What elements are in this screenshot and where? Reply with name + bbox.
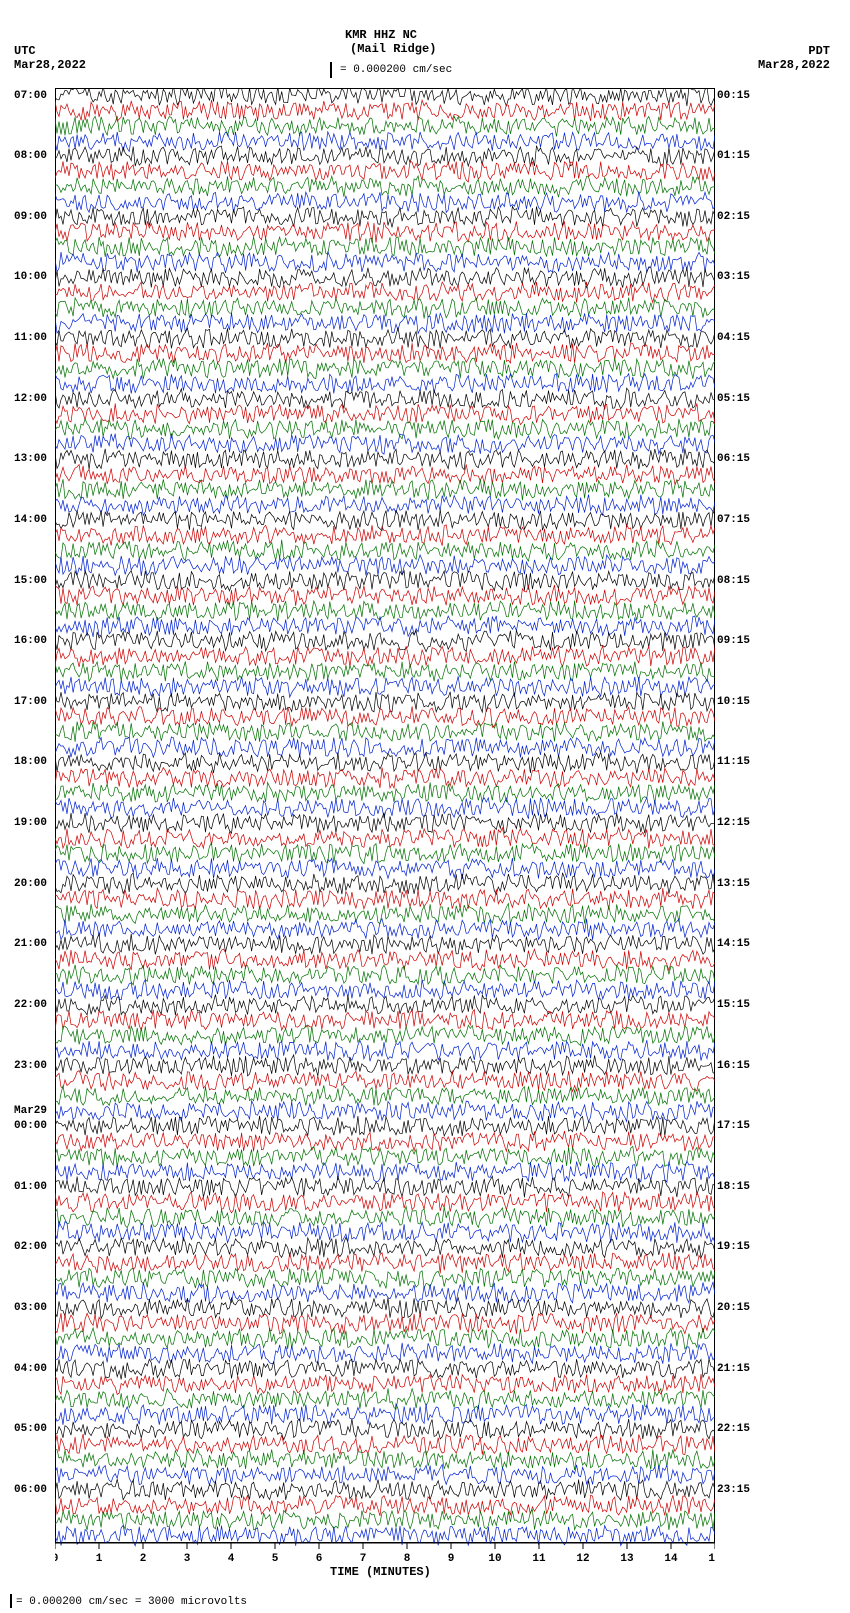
footer-scale-note: = 0.000200 cm/sec = 3000 microvolts — [6, 1594, 247, 1608]
utc-hour-label: 16:00 — [14, 635, 53, 647]
utc-hour-label: 07:00 — [14, 90, 53, 102]
helicorder-plot: 0123456789101112131415 — [55, 88, 715, 1583]
pdt-hour-label: 10:15 — [717, 696, 750, 708]
utc-hour-label: 22:00 — [14, 999, 53, 1011]
pdt-hour-label: 12:15 — [717, 817, 750, 829]
pdt-hour-label: 09:15 — [717, 635, 750, 647]
svg-text:10: 10 — [488, 1553, 501, 1565]
utc-hour-label: 05:00 — [14, 1423, 53, 1435]
svg-text:15: 15 — [708, 1553, 715, 1565]
pdt-hour-label: 13:15 — [717, 878, 750, 890]
svg-text:14: 14 — [664, 1553, 678, 1565]
pdt-hour-label: 17:15 — [717, 1120, 750, 1132]
svg-text:6: 6 — [316, 1553, 323, 1565]
pdt-hour-label: 20:15 — [717, 1302, 750, 1314]
svg-text:9: 9 — [448, 1553, 455, 1565]
utc-hour-label: 21:00 — [14, 938, 53, 950]
utc-hour-label: 14:00 — [14, 514, 53, 526]
utc-hour-label: 03:00 — [14, 1302, 53, 1314]
utc-hour-label: 10:00 — [14, 271, 53, 283]
pdt-hour-label: 05:15 — [717, 393, 750, 405]
pdt-hour-label: 22:15 — [717, 1423, 750, 1435]
left-timezone: UTC — [14, 44, 36, 58]
svg-text:11: 11 — [532, 1553, 546, 1565]
pdt-hour-label: 11:15 — [717, 756, 750, 768]
svg-text:8: 8 — [404, 1553, 411, 1565]
utc-hour-label: 04:00 — [14, 1363, 53, 1375]
svg-text:12: 12 — [576, 1553, 589, 1565]
utc-hour-label: 15:00 — [14, 575, 53, 587]
utc-hour-label: 17:00 — [14, 696, 53, 708]
utc-hour-label: Mar29 — [14, 1105, 53, 1117]
utc-hour-label: 13:00 — [14, 453, 53, 465]
pdt-hour-label: 15:15 — [717, 999, 750, 1011]
utc-hour-label: 12:00 — [14, 393, 53, 405]
utc-hour-label: 09:00 — [14, 211, 53, 223]
utc-hour-label: 11:00 — [14, 332, 53, 344]
pdt-hour-label: 18:15 — [717, 1181, 750, 1193]
pdt-hour-label: 14:15 — [717, 938, 750, 950]
pdt-hour-label: 00:15 — [717, 90, 750, 102]
svg-text:4: 4 — [228, 1553, 235, 1565]
scale-bar-icon — [330, 62, 332, 78]
right-date: Mar28,2022 — [758, 58, 830, 72]
station-location: (Mail Ridge) — [350, 42, 436, 56]
right-timezone: PDT — [808, 44, 830, 58]
station-code: KMR HHZ NC — [345, 28, 417, 42]
scale-text: = 0.000200 cm/sec — [340, 64, 452, 76]
utc-hour-label: 01:00 — [14, 1181, 53, 1193]
pdt-hour-label: 03:15 — [717, 271, 750, 283]
svg-text:2: 2 — [140, 1553, 147, 1565]
pdt-hour-label: 23:15 — [717, 1484, 750, 1496]
utc-hour-label: 00:00 — [14, 1120, 53, 1132]
pdt-hour-label: 21:15 — [717, 1363, 750, 1375]
svg-text:5: 5 — [272, 1553, 279, 1565]
pdt-hour-label: 08:15 — [717, 575, 750, 587]
utc-hour-label: 06:00 — [14, 1484, 53, 1496]
utc-hour-label: 19:00 — [14, 817, 53, 829]
pdt-hour-label: 06:15 — [717, 453, 750, 465]
pdt-hour-label: 01:15 — [717, 150, 750, 162]
pdt-hour-label: 19:15 — [717, 1241, 750, 1253]
utc-hour-label: 08:00 — [14, 150, 53, 162]
pdt-hour-label: 04:15 — [717, 332, 750, 344]
pdt-hour-label: 02:15 — [717, 211, 750, 223]
utc-hour-label: 02:00 — [14, 1241, 53, 1253]
utc-hour-label: 20:00 — [14, 878, 53, 890]
svg-text:0: 0 — [55, 1553, 58, 1565]
svg-text:1: 1 — [96, 1553, 103, 1565]
svg-text:3: 3 — [184, 1553, 191, 1565]
pdt-hour-label: 07:15 — [717, 514, 750, 526]
svg-text:13: 13 — [620, 1553, 634, 1565]
svg-text:7: 7 — [360, 1553, 367, 1565]
utc-hour-label: 18:00 — [14, 756, 53, 768]
left-date: Mar28,2022 — [14, 58, 86, 72]
x-axis-title: TIME (MINUTES) — [330, 1565, 431, 1579]
pdt-hour-label: 16:15 — [717, 1060, 750, 1072]
utc-hour-label: 23:00 — [14, 1060, 53, 1072]
